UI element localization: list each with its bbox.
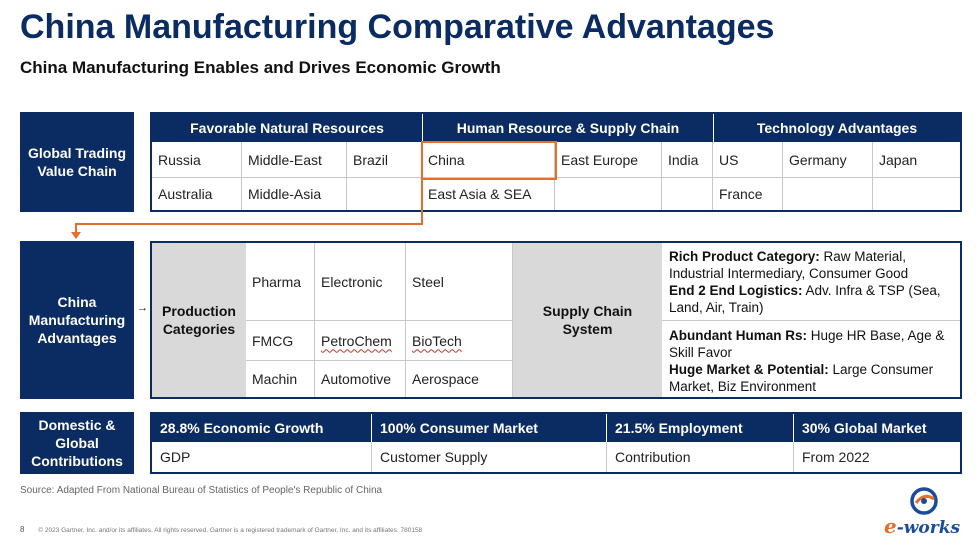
advantage-head: Huge Market & Potential: <box>669 362 829 377</box>
page-number: 8 <box>20 525 25 534</box>
contribution-value: GDP <box>152 442 372 472</box>
category-cell: Aerospace <box>406 361 513 397</box>
advantage-item: End 2 End Logistics: Adv. Infra & TSP (S… <box>669 282 960 316</box>
vc-cell <box>873 178 960 210</box>
page-title: China Manufacturing Comparative Advantag… <box>20 8 775 46</box>
contribution-value: Customer Supply <box>372 442 607 472</box>
group-header-natural-resources: Favorable Natural Resources <box>152 114 422 142</box>
contributions-table: 28.8% Economic Growth 100% Consumer Mark… <box>150 412 962 474</box>
vc-cell <box>347 178 422 210</box>
vc-cell: Middle-East <box>242 142 347 178</box>
vc-cell: France <box>713 178 783 210</box>
advantage-head: End 2 End Logistics: <box>669 283 803 298</box>
vc-cell <box>662 178 713 210</box>
advantage-head: Rich Product Category: <box>669 249 820 264</box>
category-cell: Automotive <box>315 361 406 397</box>
advantages-block-top: Rich Product Category: Raw Material, Ind… <box>662 243 960 321</box>
manufacturing-table: Production Categories Pharma Electronic … <box>150 241 962 399</box>
contributions-label-text: Domestic & Global Contributions <box>31 417 123 469</box>
connector-line-drop <box>75 223 77 233</box>
value-chain-label-text: Global Trading Value Chain <box>27 145 126 179</box>
vc-cell: Brazil <box>347 142 422 178</box>
vc-cell: Germany <box>783 142 873 178</box>
advantages-block-bottom: Abundant Human Rs: Huge HR Base, Age & S… <box>662 321 960 397</box>
category-cell: Electronic <box>315 243 406 321</box>
category-cell: BioTech <box>406 321 513 361</box>
source-note: Source: Adapted From National Bureau of … <box>20 485 383 496</box>
vc-cell <box>555 178 662 210</box>
category-cell: FMCG <box>246 321 315 361</box>
eworks-logo: e-works <box>878 484 970 540</box>
footer-bar: 8 © 2023 Gartner, Inc. and/or its affili… <box>20 525 422 534</box>
category-text: PetroChem <box>321 332 392 349</box>
category-text: BioTech <box>412 332 462 349</box>
copyright-text: © 2023 Gartner, Inc. and/or its affiliat… <box>38 527 423 534</box>
connector-line-horizontal <box>75 223 423 225</box>
connector-arrow-icon <box>71 232 81 239</box>
vc-cell: East Europe <box>555 142 662 178</box>
supply-chain-cell: Supply Chain System <box>513 243 662 397</box>
vc-cell: US <box>713 142 783 178</box>
contribution-value: Contribution <box>607 442 794 472</box>
category-cell: PetroChem <box>315 321 406 361</box>
category-cell: Pharma <box>246 243 315 321</box>
group-header-human-resource: Human Resource & Supply Chain <box>422 114 713 142</box>
advantage-item: Rich Product Category: Raw Material, Ind… <box>669 248 960 282</box>
category-cell: Machin <box>246 361 315 397</box>
contribution-value: From 2022 <box>802 449 870 465</box>
connector-line-vertical <box>421 178 423 224</box>
logo-e: e <box>884 514 897 538</box>
supply-chain-label: Supply Chain System <box>542 303 633 337</box>
vc-cell: East Asia & SEA <box>422 178 555 210</box>
value-chain-label: Global Trading Value Chain <box>20 112 134 212</box>
advantage-text: Raw Material, Industrial Intermediary, C… <box>669 249 909 281</box>
vc-cell: India <box>662 142 713 178</box>
eworks-logo-text: e-works <box>884 514 960 538</box>
contribution-header: 30% Global Market <box>794 414 960 442</box>
manufacturing-label-text: China Manufacturing Advantages <box>28 294 126 346</box>
vc-cell-china: China <box>422 142 555 178</box>
production-categories-label: Production Categories <box>162 303 236 337</box>
logo-rest: -works <box>896 518 961 538</box>
production-categories-cell: Production Categories <box>152 243 246 397</box>
vc-cell: Russia <box>152 142 242 178</box>
vc-cell: Middle-Asia <box>242 178 347 210</box>
contribution-header: 100% Consumer Market <box>372 414 607 442</box>
advantage-text: Adv. Infra & TSP (Sea, Land, Air, Train) <box>669 283 941 315</box>
value-chain-table: Favorable Natural Resources Human Resour… <box>150 112 962 212</box>
category-cell: Steel <box>406 243 513 321</box>
advantage-item: Abundant Human Rs: Huge HR Base, Age & S… <box>669 327 960 361</box>
advantage-head: Abundant Human Rs: <box>669 328 807 343</box>
vc-cell <box>783 178 873 210</box>
advantage-item: Huge Market & Potential: Large Consumer … <box>669 361 960 395</box>
contributions-label: Domestic & Global Contributions <box>20 412 134 474</box>
arrow-right-icon: → <box>137 302 148 314</box>
group-header-technology: Technology Advantages <box>713 114 960 142</box>
china-highlight <box>421 141 557 180</box>
page-subtitle: China Manufacturing Enables and Drives E… <box>20 58 501 77</box>
manufacturing-label: China Manufacturing Advantages <box>20 241 134 399</box>
contribution-header: 28.8% Economic Growth <box>152 414 372 442</box>
contribution-header: 21.5% Employment <box>607 414 794 442</box>
advantage-text: Huge HR Base, Age & Skill Favor <box>669 328 945 360</box>
vc-cell: Japan <box>873 142 960 178</box>
eworks-logo-icon <box>910 487 938 515</box>
advantage-text: Large Consumer Market, Biz Environment <box>669 362 934 394</box>
vc-cell: Australia <box>152 178 242 210</box>
